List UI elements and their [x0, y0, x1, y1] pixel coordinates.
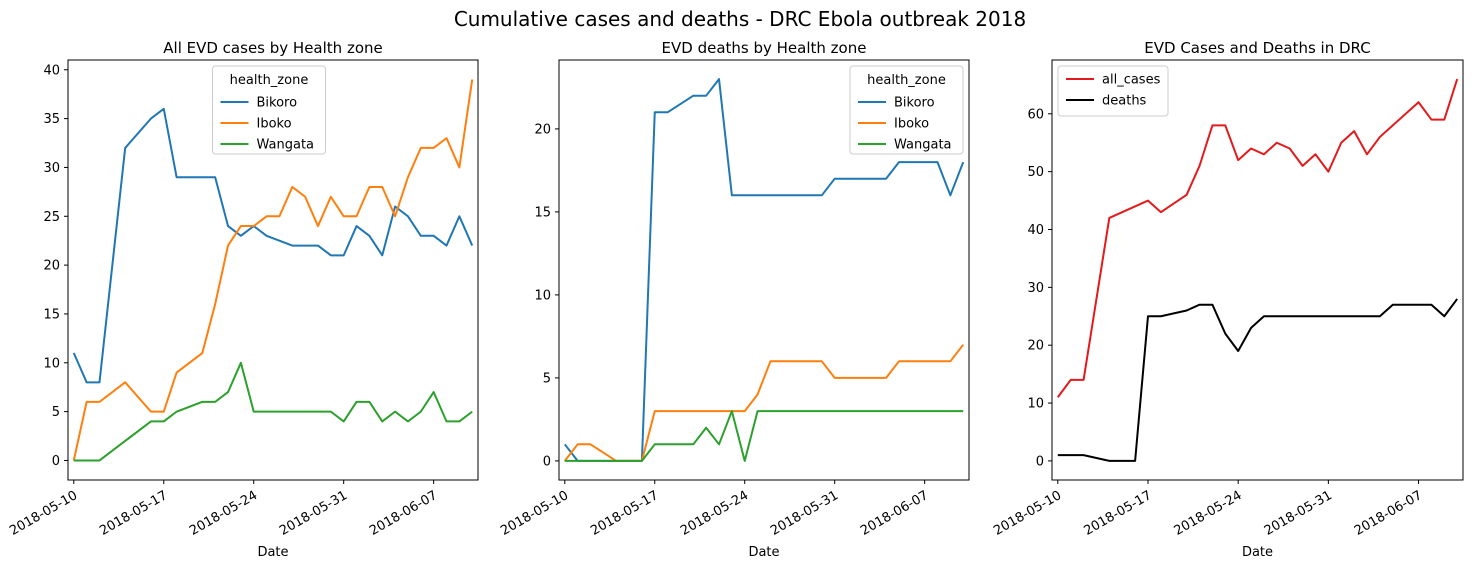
y-tick-label: 50	[1027, 165, 1044, 180]
series-line-bikoro	[72, 107, 474, 384]
y-tick-label: 20	[1027, 339, 1044, 354]
legend-label: Iboko	[257, 117, 292, 132]
y-tick-label: 0	[543, 454, 551, 469]
y-tick-label: 40	[43, 63, 60, 78]
y-tick-label: 20	[43, 259, 60, 274]
y-tick-label: 10	[534, 288, 551, 303]
legend-title: health_zone	[867, 73, 946, 88]
x-tick-label: 2018-05-17	[1081, 488, 1154, 539]
chart-panel-2: EVD deaths by Health zone 0 5 10 15 20 2018-05…	[498, 39, 970, 560]
x-tick-label: 2018-05-17	[588, 488, 661, 539]
plot-frame	[1051, 59, 1464, 481]
y-tick-label: 5	[543, 371, 551, 386]
chart-panel-3: EVD Cases and Deaths in DRC 0 10 20 30 40 50 60…	[991, 39, 1464, 560]
x-tick-label: 2018-05-24	[678, 488, 751, 539]
y-tick-label: 15	[43, 307, 60, 322]
x-tick-label: 2018-06-07	[858, 488, 931, 539]
legend-label: all_cases	[1102, 73, 1161, 88]
x-tick-label: 2018-05-31	[277, 488, 350, 539]
x-tick-label: 2018-05-10	[498, 488, 571, 539]
y-tick-label: 25	[43, 210, 60, 225]
x-tick-label: 2018-05-24	[1172, 488, 1245, 539]
y-tick-label: 0	[1036, 454, 1044, 469]
series-line-bikoro	[563, 78, 965, 462]
chart-title: All EVD cases by Health zone	[163, 39, 382, 57]
series-line-all-cases	[1056, 78, 1459, 398]
figure-suptitle: Cumulative cases and deaths - DRC Ebola …	[454, 7, 1026, 31]
series-line-deaths	[1057, 298, 1459, 462]
x-axis-label: Date	[257, 545, 288, 560]
legend-label: Bikoro	[257, 96, 298, 111]
x-tick-label: 2018-05-17	[97, 488, 170, 539]
legend-title: health_zone	[230, 73, 309, 88]
legend: health_zone Bikoro Iboko Wangata	[849, 65, 964, 155]
plot-frame	[67, 59, 479, 481]
legend-label: Wangata	[894, 138, 952, 153]
y-tick-label: 20	[534, 122, 551, 137]
legend-label: deaths	[1102, 94, 1147, 109]
legend: health_zone Bikoro Iboko Wangata	[212, 65, 326, 155]
y-tick-label: 15	[534, 205, 551, 220]
x-tick-label: 2018-05-10	[7, 488, 80, 539]
x-tick-label: 2018-05-31	[768, 488, 841, 539]
chart-title: EVD Cases and Deaths in DRC	[1144, 39, 1370, 57]
legend-label: Iboko	[894, 117, 929, 132]
series-line-iboko	[72, 79, 474, 461]
y-tick-label: 30	[43, 161, 60, 176]
chart-panel-1: All EVD cases by Health zone 0 5 10 15 20 25 30…	[7, 39, 479, 560]
y-tick-label: 5	[52, 405, 60, 420]
y-tick-label: 60	[1027, 107, 1044, 122]
legend-label: Bikoro	[894, 96, 935, 111]
x-tick-label: 2018-05-10	[991, 488, 1064, 539]
y-tick-label: 0	[52, 454, 60, 469]
x-tick-label: 2018-05-31	[1262, 488, 1335, 539]
chart-title: EVD deaths by Health zone	[662, 39, 867, 57]
x-axis-label: Date	[748, 545, 779, 560]
x-tick-label: 2018-05-24	[187, 488, 260, 539]
plot-frame	[558, 59, 970, 481]
x-tick-label: 2018-06-07	[1352, 488, 1425, 539]
legend-label: Wangata	[257, 138, 315, 153]
x-tick-label: 2018-06-07	[367, 488, 440, 539]
series-line-wangata	[73, 361, 473, 462]
y-tick-label: 10	[43, 356, 60, 371]
series-line-iboko	[563, 344, 965, 462]
x-axis-label: Date	[1242, 545, 1273, 560]
legend-box	[849, 65, 964, 155]
legend-box	[212, 65, 326, 155]
y-tick-label: 35	[43, 112, 60, 127]
y-tick-label: 40	[1027, 223, 1044, 238]
series-line-wangata	[564, 410, 964, 462]
y-tick-label: 30	[1027, 281, 1044, 296]
y-tick-label: 10	[1027, 397, 1044, 412]
